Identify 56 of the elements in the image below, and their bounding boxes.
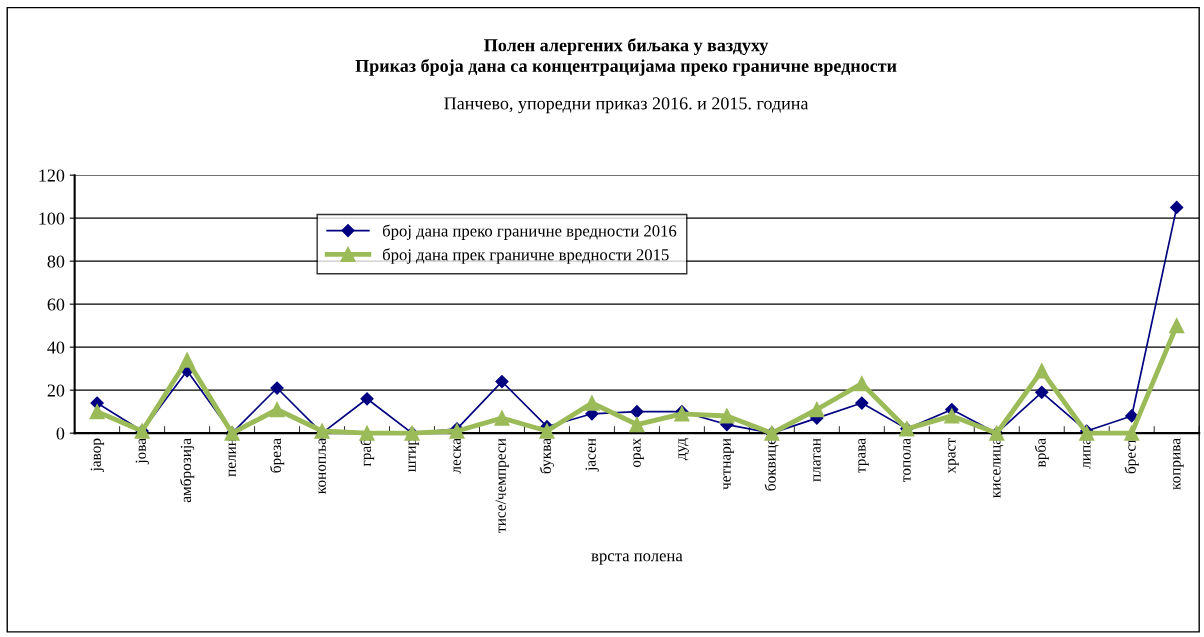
point: [854, 376, 870, 392]
x-tick-label: амброзија: [180, 438, 195, 503]
x-tick-label: трава: [858, 438, 869, 473]
point: [584, 395, 600, 411]
x-tick-label: платан: [813, 438, 821, 482]
point: [629, 416, 645, 433]
point: [179, 352, 195, 368]
x-tick-label: врба: [1034, 438, 1049, 468]
x-tick-label: леска: [453, 438, 461, 474]
x-tick-label: јова: [135, 438, 150, 465]
y-tick-label: 0: [56, 427, 65, 440]
x-tick-label: киселица: [993, 438, 1004, 498]
x-tick-label: брест: [1124, 438, 1139, 474]
point: [270, 381, 284, 395]
y-tick-label: 100: [39, 212, 65, 225]
x-tick-label: тисе/чемпреси: [495, 438, 509, 533]
x-tick-label: орах: [633, 438, 644, 468]
x-tick-label: бреза: [269, 438, 285, 473]
legend-label: број дана преко граничне вредности 2016: [382, 224, 677, 240]
x-tick-label: конопља: [318, 438, 326, 494]
y-tick-label: 60: [47, 298, 65, 311]
x-tick-label: коприва: [1173, 438, 1184, 490]
point: [269, 401, 285, 418]
point: [1124, 425, 1140, 441]
x-tick-label: четнари: [723, 438, 734, 490]
point: [494, 410, 510, 426]
x-tick-label: топола: [903, 438, 911, 482]
x-axis-title: врста полена: [591, 553, 683, 565]
point: [944, 408, 960, 424]
point: [359, 425, 375, 441]
point: [539, 423, 555, 439]
point: [1034, 363, 1050, 379]
y-tick-label: 120: [39, 169, 65, 182]
point: [1125, 409, 1139, 423]
x-tick-label: храст: [948, 438, 959, 474]
point: [89, 404, 105, 420]
point: [1170, 200, 1184, 215]
chart-title: Полен алергених биљака у ваздуху Приказ броја дана са концентрацијама преко граничне вредности: [355, 38, 897, 76]
point: [719, 408, 735, 424]
point: [855, 396, 869, 410]
x-tick-label: дуд: [678, 438, 689, 461]
point: [360, 392, 374, 406]
y-tick-label: 20: [47, 384, 65, 397]
point: [1169, 318, 1185, 334]
x-tick-label: буква: [539, 438, 555, 474]
x-tick-label: јасен: [585, 438, 599, 472]
x-tick-label: јавор: [90, 438, 105, 472]
y-tick-label: 80: [47, 255, 65, 268]
chart-subtitle: Панчево, упоредни приказ 2016. и 2015. година: [444, 97, 809, 114]
point: [630, 405, 644, 419]
point: [495, 374, 509, 389]
legend-label: број дана прек граничне вредности 2015: [382, 248, 669, 264]
point: [1035, 385, 1049, 399]
point: [809, 401, 825, 418]
y-tick-label: 40: [47, 341, 65, 354]
x-tick-label: боквице: [764, 438, 779, 491]
